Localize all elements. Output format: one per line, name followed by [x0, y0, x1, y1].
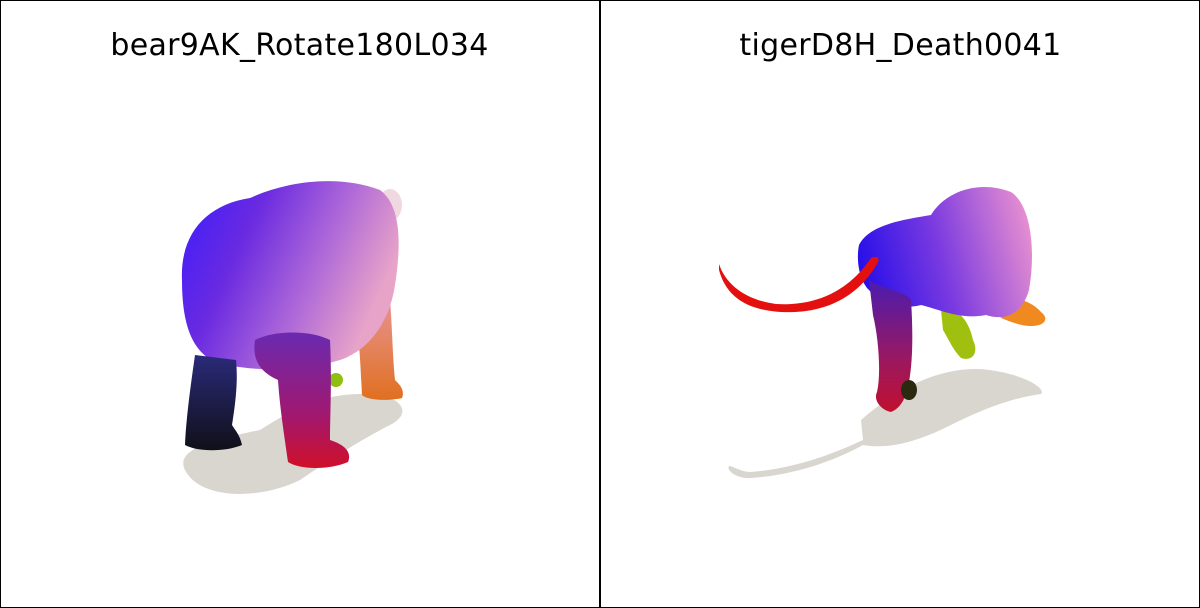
- bear-render: [181, 181, 403, 494]
- panel-divider: [599, 0, 601, 608]
- panel-title-bear: bear9AK_Rotate180L034: [110, 28, 489, 63]
- tiger-dark-paw: [901, 380, 917, 400]
- bear-right-leg: [254, 332, 350, 468]
- tiger-rear-leg: [869, 280, 913, 412]
- tiger-body: [857, 186, 1032, 318]
- tiger-render: [719, 186, 1046, 479]
- tiger-green-leg: [941, 309, 976, 359]
- panel-bear: bear9AK_Rotate180L034: [0, 0, 599, 608]
- bear-body: [181, 181, 399, 370]
- tiger-tail: [719, 256, 879, 313]
- panel-tiger: tigerD8H_Death0041: [601, 0, 1200, 608]
- bear-left-leg: [185, 355, 242, 451]
- tiger-shadow: [728, 368, 1042, 479]
- panel-title-tiger: tigerD8H_Death0041: [739, 28, 1062, 63]
- bear-green-paw: [329, 373, 343, 387]
